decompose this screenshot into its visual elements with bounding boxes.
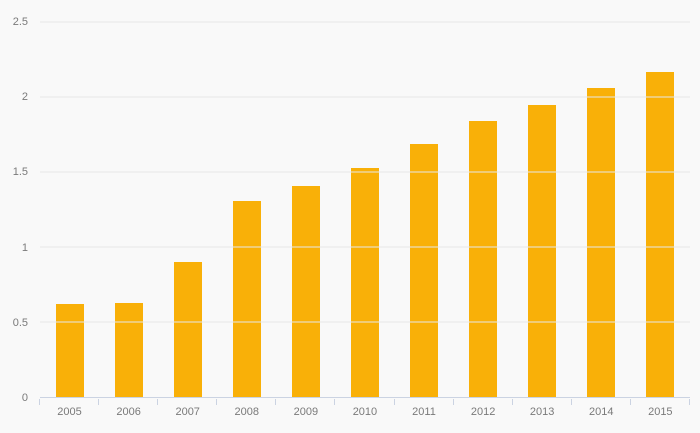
- x-axis-label-2013: 2013: [529, 406, 555, 418]
- x-axis-tick: [393, 399, 395, 405]
- y-axis-label-1.5: 1.5: [12, 166, 28, 179]
- x-axis-ticks: [39, 399, 690, 405]
- bars: [40, 22, 690, 397]
- x-axis-labels: 2005 2006 2007 2008 2009 2010 2011 2012 2013 2014…: [40, 406, 690, 418]
- x-axis-tick: [98, 399, 100, 405]
- x-axis-label-2009: 2009: [293, 406, 319, 418]
- plot-area: [40, 21, 690, 398]
- bar-2008[interactable]: [232, 200, 261, 397]
- gridline-0.5: [40, 321, 690, 323]
- bar-2014[interactable]: [587, 88, 616, 397]
- bar-2011[interactable]: [410, 143, 439, 397]
- x-axis-label-2014: 2014: [589, 406, 614, 418]
- x-axis-tick: [452, 399, 454, 405]
- bar-2005[interactable]: [55, 304, 84, 397]
- x-axis-tick: [689, 399, 690, 405]
- y-axis-label-2.5: 2.5: [12, 16, 28, 28]
- x-axis-tick: [629, 399, 631, 405]
- bar-2006[interactable]: [114, 302, 143, 397]
- x-axis-tick: [334, 399, 336, 405]
- gridline-1: [40, 246, 690, 248]
- bar-2012[interactable]: [469, 121, 498, 397]
- x-axis-label-2007: 2007: [175, 406, 200, 418]
- bar-2007[interactable]: [173, 262, 202, 397]
- y-axis-label-2: 2: [21, 91, 28, 104]
- x-axis-label-2011: 2011: [412, 406, 436, 418]
- y-axis-labels: 0 0.5 1 1.5 2 2.5: [0, 16, 28, 404]
- x-axis-tick: [39, 399, 40, 405]
- x-axis-label-2012: 2012: [470, 406, 496, 418]
- x-axis-label-2005: 2005: [57, 406, 82, 418]
- bar-2015[interactable]: [646, 71, 675, 397]
- x-axis-label-2008: 2008: [234, 406, 260, 418]
- x-axis-label-2015: 2015: [648, 406, 673, 418]
- x-axis-tick: [216, 399, 218, 405]
- x-axis-label-2010: 2010: [352, 406, 378, 418]
- x-axis-tick: [157, 399, 159, 405]
- y-axis-label-0: 0: [21, 392, 28, 404]
- y-axis-label-0.5: 0.5: [12, 316, 28, 329]
- x-axis-tick: [275, 399, 277, 405]
- bar-2010[interactable]: [351, 167, 379, 397]
- x-axis-label-2006: 2006: [116, 406, 141, 418]
- x-axis-tick: [511, 399, 513, 405]
- y-axis-label-1: 1: [21, 241, 28, 254]
- gridline-2.5: [40, 21, 690, 23]
- bar-2009[interactable]: [291, 185, 320, 397]
- gridline-2: [40, 96, 690, 98]
- x-axis-tick: [570, 399, 572, 405]
- bar-2013[interactable]: [528, 104, 557, 397]
- gridline-1.5: [40, 171, 690, 173]
